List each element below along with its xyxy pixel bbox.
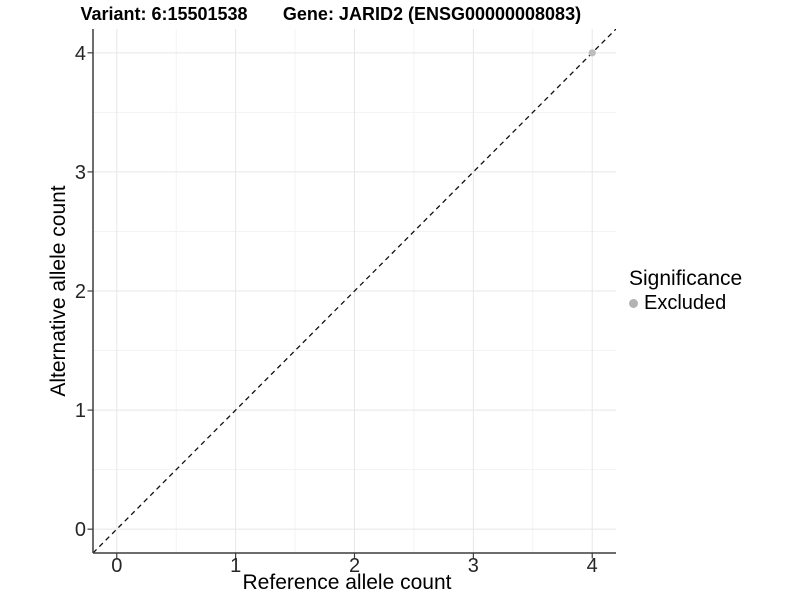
- legend-title: Significance: [629, 267, 743, 290]
- x-axis-title: Reference allele count: [242, 571, 452, 594]
- x-tick-label: 2: [349, 555, 360, 577]
- x-tick-label: 0: [111, 555, 122, 577]
- y-axis-title: Alternative allele count: [47, 185, 70, 397]
- legend-item-excluded: Excluded: [629, 292, 742, 315]
- y-tick-label: 1: [75, 400, 86, 422]
- legend: Significance Excluded: [629, 267, 742, 315]
- x-tick-label: 4: [587, 555, 598, 577]
- x-tick-label: 1: [230, 555, 241, 577]
- plot-title-gene: Gene: JARID2 (ENSG00000008083): [282, 4, 582, 24]
- data-point-excluded: [588, 49, 596, 57]
- y-tick-label: 4: [75, 43, 86, 65]
- x-tick-label: 3: [468, 555, 479, 577]
- legend-point-icon: [629, 299, 638, 308]
- y-tick-label: 2: [75, 281, 86, 303]
- y-tick-label: 3: [75, 162, 86, 184]
- plot-panel: 0 1 2 3 4 0 1 2 3 4: [75, 29, 616, 577]
- y-tick-label: 0: [75, 519, 86, 541]
- legend-item-label: Excluded: [644, 292, 727, 314]
- plot-title-variant: Variant: 6:15501538: [80, 4, 248, 24]
- identity-reference-line: [92, 29, 616, 554]
